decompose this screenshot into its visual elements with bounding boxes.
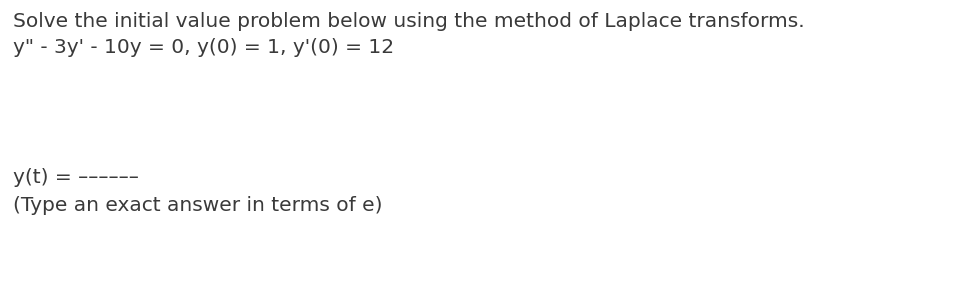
Text: Solve the initial value problem below using the method of Laplace transforms.: Solve the initial value problem below us…	[13, 12, 805, 31]
Text: (Type an exact answer in terms of e): (Type an exact answer in terms of e)	[13, 196, 383, 215]
Text: y" - 3y' - 10y = 0, y(0) = 1, y'(0) = 12: y" - 3y' - 10y = 0, y(0) = 1, y'(0) = 12	[13, 38, 394, 57]
Text: y(t) = ––––––: y(t) = ––––––	[13, 168, 139, 187]
